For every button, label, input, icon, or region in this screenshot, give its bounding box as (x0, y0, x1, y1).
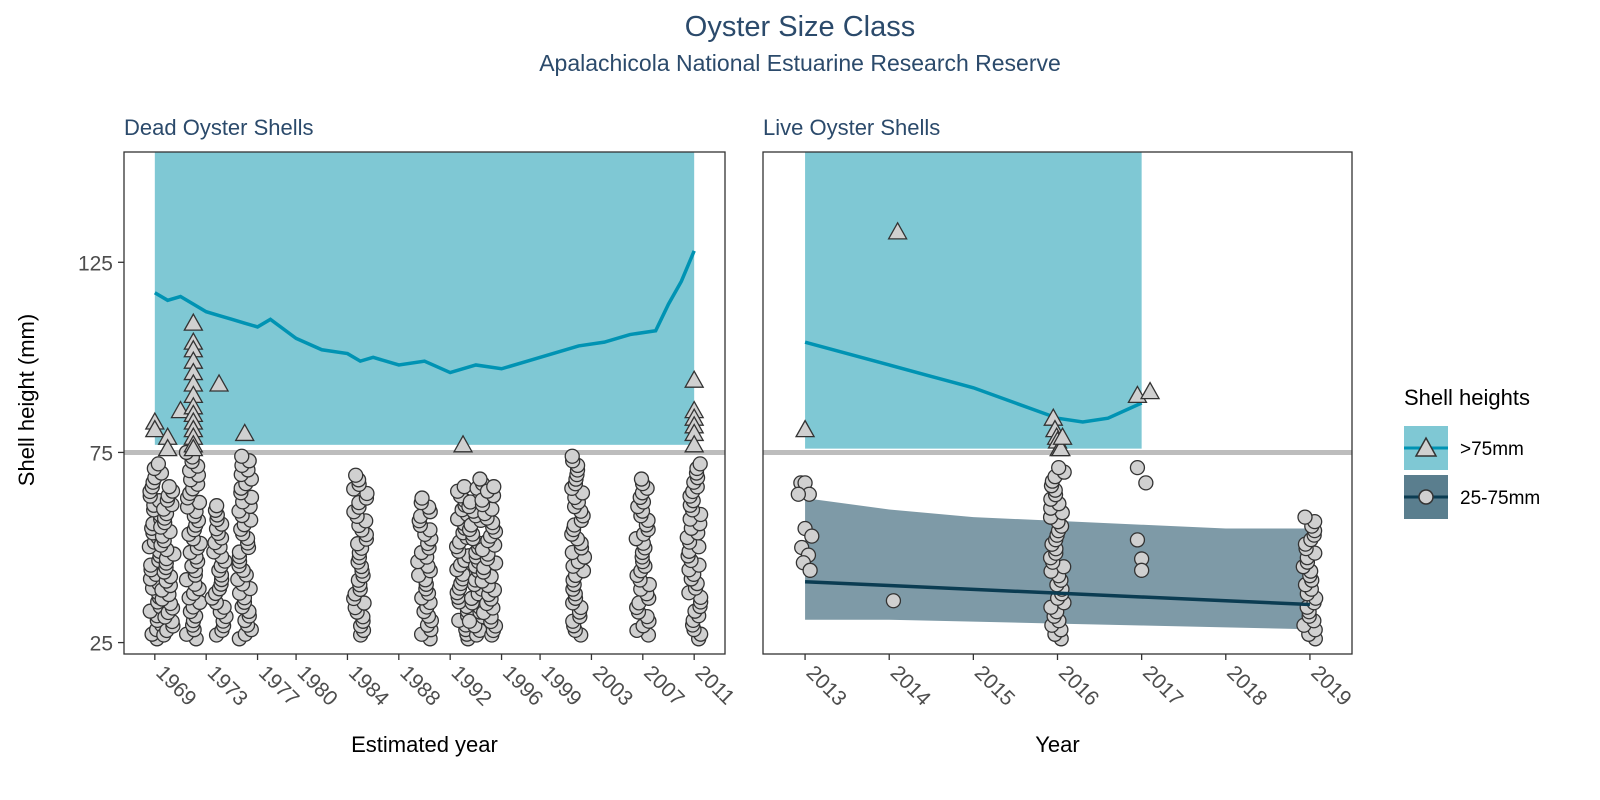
small-shell-point (564, 448, 580, 464)
small-shell-point (790, 486, 806, 502)
triangle-marker-icon (1414, 436, 1438, 457)
x-tick-label: 1977 (254, 661, 303, 710)
large-shell-point (208, 373, 230, 392)
large-shell-ribbon (805, 152, 1142, 449)
x-axis-label: Year (1035, 732, 1079, 757)
small-shell-point (802, 562, 818, 578)
small-shell-point (150, 456, 167, 472)
large-shell-point (234, 423, 255, 442)
x-tick-label: 1996 (498, 661, 547, 710)
large-shell-ribbon (154, 152, 695, 445)
large-shell-point (1050, 438, 1071, 457)
x-tick-label: 1999 (537, 661, 586, 710)
legend: Shell heights >75mm 25-75mm (1404, 385, 1540, 519)
panel-title: Dead Oyster Shells (124, 115, 314, 140)
x-tick-label: 1984 (344, 661, 394, 711)
small-shell-point (1297, 509, 1313, 525)
small-shell-point (633, 471, 650, 487)
small-shell-point (486, 479, 502, 495)
x-tick-label: 1973 (203, 661, 252, 710)
small-shell-point (234, 448, 250, 464)
legend-label-large: >75mm (1460, 439, 1524, 460)
plot-area (124, 152, 725, 647)
small-shell-point (804, 528, 820, 544)
circle-marker-icon (1418, 489, 1434, 505)
large-shell-point (1052, 426, 1073, 445)
small-shell-point (1138, 475, 1154, 491)
large-shell-point (794, 419, 816, 438)
x-tick-label: 2011 (691, 661, 739, 709)
x-tick-label: 2016 (1054, 661, 1103, 710)
x-tick-label: 1992 (447, 661, 496, 710)
x-tick-label: 2014 (886, 661, 936, 711)
large-shell-point (887, 221, 908, 240)
large-shell-trend-line (153, 250, 696, 375)
large-shell-point (183, 438, 204, 457)
x-tick-label: 1980 (293, 661, 342, 710)
large-shell-point (157, 438, 178, 457)
large-shell-point (684, 434, 705, 453)
small-shell-point (692, 456, 708, 472)
panel-border (123, 151, 726, 655)
small-shell-point (1051, 460, 1067, 476)
x-tick-label: 2015 (970, 661, 1019, 710)
small-shell-point (209, 498, 225, 514)
small-shell-trend-line (804, 579, 1311, 607)
small-shell-point (1129, 460, 1146, 476)
small-shell-point (472, 471, 488, 487)
x-tick-label: 2003 (588, 661, 637, 710)
live-shells-panel: Live Oyster Shells 2013 2014 2015 2016 2017 20… (762, 115, 1356, 757)
y-tick-label: 75 (90, 442, 113, 465)
large-shell-point (684, 369, 705, 388)
x-tick-label: 2017 (1138, 661, 1187, 710)
y-tick-label: 25 (90, 633, 113, 656)
y-tick-label: 125 (78, 252, 113, 275)
small-shell-point (414, 490, 430, 506)
large-shell-trend-line (804, 340, 1143, 424)
small-shell-point (1129, 532, 1146, 548)
small-shell-point (885, 593, 902, 609)
small-shell-point (1133, 562, 1150, 578)
large-shell-point (183, 312, 204, 331)
large-shell-point (452, 434, 474, 453)
legend-label-small: 25-75mm (1460, 488, 1540, 509)
chart-subtitle: Apalachicola National Estuarine Research… (539, 50, 1061, 76)
plot-area (763, 152, 1352, 647)
small-shell-point (161, 479, 177, 495)
y-axis-label: Shell height (mm) (14, 314, 39, 486)
legend-title: Shell heights (1404, 385, 1530, 410)
x-tick-label: 1988 (395, 661, 444, 710)
chart-title: Oyster Size Class (685, 11, 915, 43)
small-shell-point (461, 613, 478, 629)
large-shell-point (1139, 381, 1161, 400)
x-tick-label: 2018 (1222, 661, 1271, 710)
large-shell-point (144, 419, 165, 438)
small-shell-point (348, 467, 364, 483)
x-axis-label: Estimated year (351, 732, 498, 757)
x-tick-label: 2019 (1306, 661, 1355, 710)
small-shell-point (456, 479, 472, 495)
x-tick-label: 2013 (802, 661, 851, 710)
x-tick-label: 1969 (151, 661, 200, 710)
panel-title: Live Oyster Shells (763, 115, 940, 140)
x-tick-label: 2007 (639, 661, 688, 710)
